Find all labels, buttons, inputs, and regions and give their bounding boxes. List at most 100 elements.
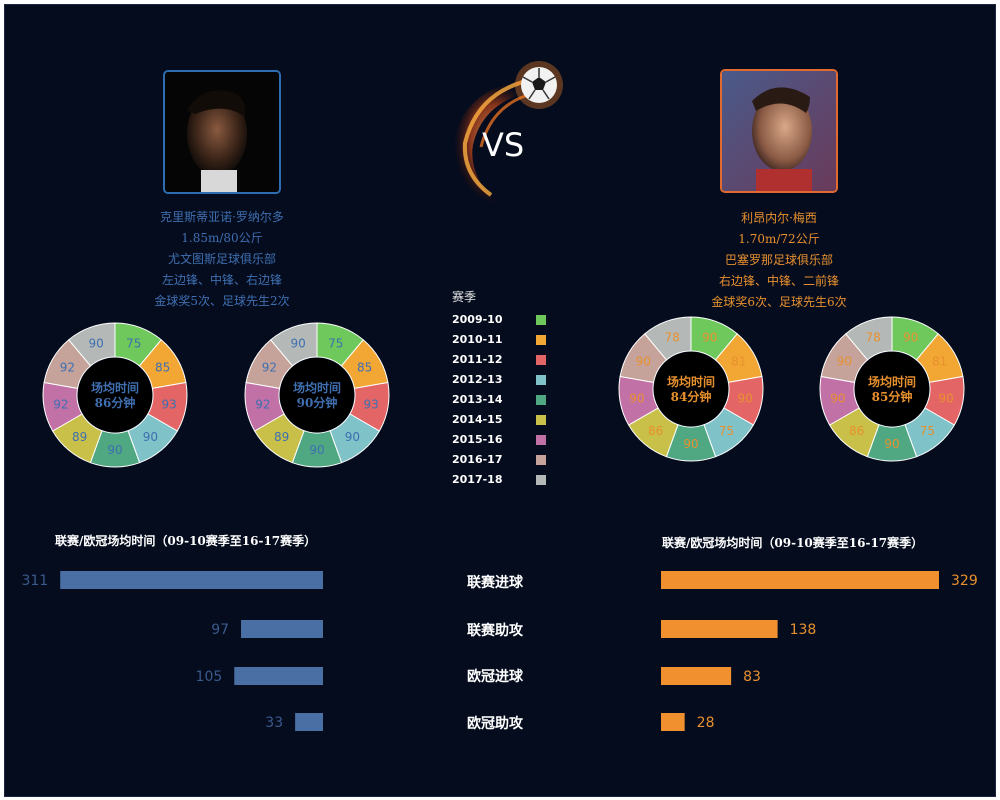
legend-item-label: 2009-10 [452,313,503,326]
vs-fireball-icon [443,55,573,215]
donut-slice-2017-18 [644,316,692,361]
legend-item-2014-15: 2014-15 [452,411,562,431]
legend-item-label: 2013-14 [452,393,503,406]
legend-item-2012-13: 2012-13 [452,371,562,391]
legend-item-label: 2016-17 [452,453,503,466]
messi-info: 利昂内尔·梅西 1.70m/72公斤 巴塞罗那足球俱乐部 右边锋、中锋、二前锋 … [649,208,909,313]
ronaldo-minutes-donut-2: 75 85 93 90 90 89 92 92 90 场均时间 90分钟 [242,320,392,470]
donut-slice-value: 93 [162,398,177,412]
donut-slice-value: 86 [648,424,663,438]
metric-label-league-assists: 联赛助攻 [467,623,523,639]
donut-slice-value: 90 [309,443,324,457]
donut-slice-2017-18 [845,316,893,361]
legend-swatch [536,335,546,345]
metric-label-league-goals: 联赛进球 [467,575,523,591]
legend-item-2013-14: 2013-14 [452,391,562,411]
ronaldo-height-weight: 1.85m/80公斤 [181,231,263,245]
donut-slice-value: 90 [738,392,753,406]
donut-slice-value: 92 [53,398,68,412]
legend-swatch [536,375,546,385]
messi-height-weight: 1.70m/72公斤 [738,232,820,246]
donut-slice-value: 90 [683,437,698,451]
donut-slice-value: 90 [291,336,306,350]
donut-slice-value: 75 [920,424,935,438]
messi-awards: 金球奖6次、足球先生6次 [711,295,847,309]
donut-slice-value: 75 [719,424,734,438]
ronaldo-club: 尤文图斯足球俱乐部 [167,252,276,266]
legend-swatch [536,355,546,365]
donut-slice-value: 90 [636,355,651,369]
ronaldo-photo [163,70,281,194]
donut-center-label: 85分钟 [872,389,913,404]
metric-label-ucl-assists: 欧冠助攻 [467,716,523,732]
donut-center-label: 84分钟 [671,389,712,404]
legend-item-label: 2015-16 [452,433,503,446]
legend-item-2011-12: 2011-12 [452,351,562,371]
donut-center-label: 场均时间 [91,380,139,395]
legend-item-2010-11: 2010-11 [452,331,562,351]
donut-slice-value: 89 [72,430,87,444]
donut-slice-value: 90 [837,355,852,369]
donut-center [280,358,354,432]
donut-slice-value: 92 [255,398,270,412]
donut-center-label: 场均时间 [868,374,916,389]
ronaldo-bar-title: 联赛/欧冠场均时间（09-10赛季至16-17赛季） [55,534,317,548]
donut-slice-value: 90 [107,443,122,457]
legend-item-label: 2012-13 [452,373,503,386]
legend-item-2016-17: 2016-17 [452,451,562,471]
donut-slice-value: 75 [126,336,141,350]
legend-item-label: 2014-15 [452,413,503,426]
legend-swatch [536,435,546,445]
vs-label: VS [482,126,525,164]
messi-photo [720,69,838,193]
donut-slice-value: 85 [357,361,372,375]
legend-item-2017-18: 2017-18 [452,471,562,491]
donut-slice-value: 85 [155,361,170,375]
donut-slice-value: 81 [731,355,746,369]
donut-center-label: 90分钟 [297,395,338,410]
donut-center-label: 86分钟 [95,395,136,410]
donut-slice-value: 90 [830,392,845,406]
legend-item-label: 2017-18 [452,473,503,486]
messi-name: 利昂内尔·梅西 [741,211,817,225]
donut-slice-value: 90 [903,330,918,344]
legend-item-2015-16: 2015-16 [452,431,562,451]
messi-minutes-donut-1: 90 81 90 75 90 86 90 90 78 场均时间 84分钟 [616,314,766,464]
ronaldo-positions: 左边锋、中锋、右边锋 [161,273,282,287]
ronaldo-info: 克里斯蒂亚诺·罗纳尔多 1.85m/80公斤 尤文图斯足球俱乐部 左边锋、中锋、… [92,207,352,312]
donut-slice-value: 92 [262,361,277,375]
legend-title: 赛季 [452,290,477,304]
donut-slice-value: 89 [274,430,289,444]
legend-swatch [536,395,546,405]
messi-bar-title: 联赛/欧冠场均时间（09-10赛季至16-17赛季） [662,536,924,550]
donut-slice-value: 90 [884,437,899,451]
donut-slice-value: 90 [143,430,158,444]
donut-slice-value: 90 [89,336,104,350]
donut-center-label: 场均时间 [667,374,715,389]
donut-center [654,352,728,426]
metric-label-ucl-goals: 欧冠进球 [467,669,523,685]
donut-center [855,352,929,426]
donut-slice-value: 90 [939,392,954,406]
donut-slice-value: 90 [702,330,717,344]
donut-slice-2017-18 [68,322,116,367]
ronaldo-awards: 金球奖5次、足球先生2次 [154,294,290,308]
messi-minutes-donut-2: 90 81 90 75 90 86 90 90 78 场均时间 85分钟 [817,314,967,464]
messi-club: 巴塞罗那足球俱乐部 [724,253,833,267]
donut-slice-value: 81 [932,355,947,369]
legend-swatch [536,455,546,465]
donut-center [78,358,152,432]
donut-slice-value: 92 [60,361,75,375]
legend-item-2009-10: 2009-10 [452,311,562,331]
legend-item-label: 2011-12 [452,353,503,366]
donut-slice-value: 86 [849,424,864,438]
donut-slice-value: 78 [866,330,881,344]
legend-swatch [536,475,546,485]
ronaldo-minutes-donut-1: 75 85 93 90 90 89 92 92 90 场均时间 86分钟 [40,320,190,470]
donut-slice-value: 78 [665,330,680,344]
ronaldo-name: 克里斯蒂亚诺·罗纳尔多 [160,210,284,224]
donut-slice-value: 75 [328,336,343,350]
donut-center-label: 场均时间 [293,380,341,395]
legend-swatch [536,315,546,325]
season-legend: 赛季 2009-10 2010-11 2011-12 2012-13 2013-14 20… [452,288,562,491]
